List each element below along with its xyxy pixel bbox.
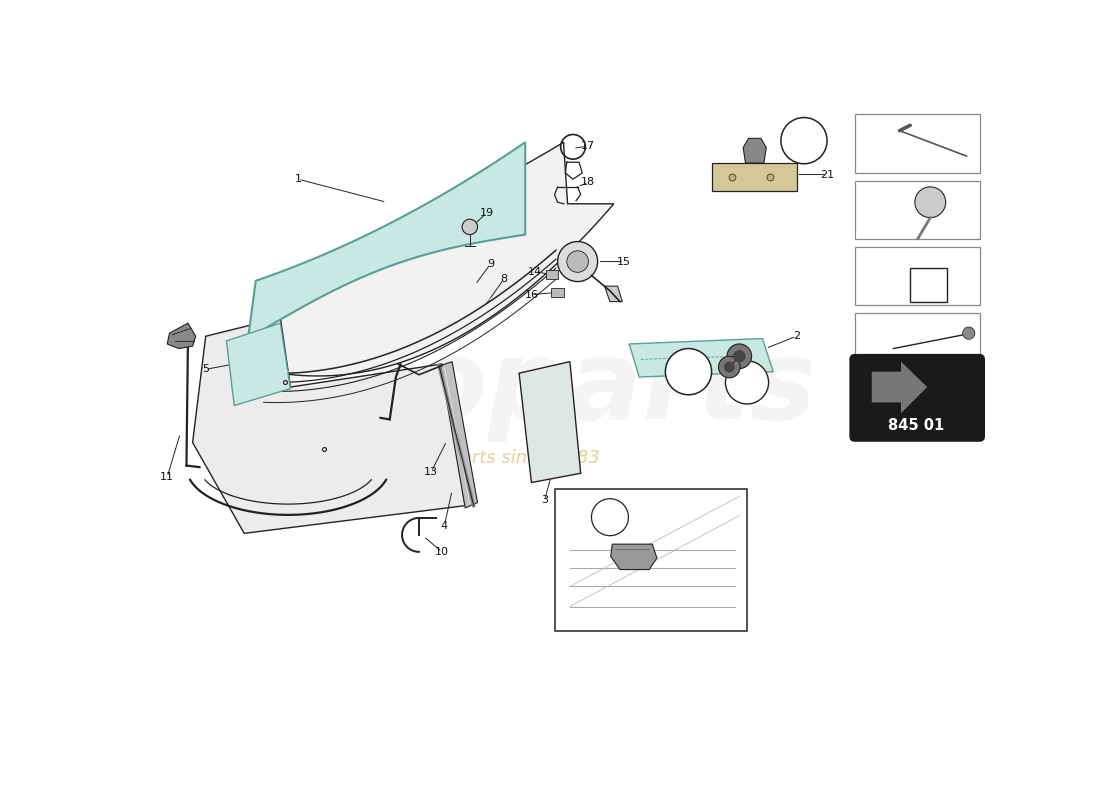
Circle shape bbox=[718, 356, 740, 378]
Text: 22: 22 bbox=[750, 349, 764, 359]
Polygon shape bbox=[519, 362, 581, 482]
Text: 1: 1 bbox=[295, 174, 301, 184]
FancyBboxPatch shape bbox=[713, 163, 798, 190]
Text: 14: 14 bbox=[527, 266, 541, 277]
Text: 23: 23 bbox=[864, 203, 882, 217]
Circle shape bbox=[734, 350, 746, 362]
Text: 4: 4 bbox=[441, 521, 448, 530]
Text: 845 01: 845 01 bbox=[889, 418, 945, 433]
Polygon shape bbox=[192, 318, 465, 534]
Polygon shape bbox=[871, 362, 927, 414]
Polygon shape bbox=[629, 338, 773, 377]
FancyBboxPatch shape bbox=[855, 114, 979, 173]
FancyBboxPatch shape bbox=[855, 247, 979, 306]
Text: 7: 7 bbox=[235, 370, 242, 380]
Text: 23: 23 bbox=[796, 134, 812, 147]
Polygon shape bbox=[605, 286, 623, 302]
Text: 17: 17 bbox=[581, 141, 595, 151]
Circle shape bbox=[915, 187, 946, 218]
Text: 12: 12 bbox=[603, 512, 617, 522]
Circle shape bbox=[566, 250, 588, 272]
Text: 2: 2 bbox=[793, 331, 800, 342]
Polygon shape bbox=[744, 138, 767, 163]
Circle shape bbox=[592, 498, 628, 536]
Text: 9: 9 bbox=[487, 259, 494, 269]
Text: 3: 3 bbox=[541, 495, 548, 506]
Circle shape bbox=[666, 349, 712, 394]
Polygon shape bbox=[440, 362, 477, 508]
Text: 5: 5 bbox=[202, 364, 209, 374]
Polygon shape bbox=[249, 142, 526, 338]
Circle shape bbox=[962, 327, 975, 339]
Circle shape bbox=[726, 361, 769, 404]
Polygon shape bbox=[227, 323, 290, 406]
Text: 8: 8 bbox=[500, 274, 507, 284]
Polygon shape bbox=[255, 142, 614, 376]
FancyBboxPatch shape bbox=[850, 354, 984, 441]
Polygon shape bbox=[610, 544, 657, 570]
FancyBboxPatch shape bbox=[855, 181, 979, 239]
Text: 12: 12 bbox=[864, 336, 882, 349]
FancyBboxPatch shape bbox=[551, 288, 563, 297]
Text: 11: 11 bbox=[161, 472, 174, 482]
Text: 10: 10 bbox=[436, 547, 449, 557]
FancyBboxPatch shape bbox=[911, 269, 947, 302]
Circle shape bbox=[727, 344, 751, 369]
Text: 20: 20 bbox=[864, 270, 882, 282]
Text: 24: 24 bbox=[864, 138, 882, 150]
Text: 20: 20 bbox=[681, 365, 696, 378]
Text: 16: 16 bbox=[525, 290, 538, 300]
Text: 15: 15 bbox=[617, 257, 630, 266]
FancyBboxPatch shape bbox=[855, 313, 979, 372]
Text: 18: 18 bbox=[581, 178, 595, 187]
Text: 24: 24 bbox=[739, 376, 755, 389]
Circle shape bbox=[558, 242, 597, 282]
Text: 6: 6 bbox=[582, 598, 588, 608]
Text: 13: 13 bbox=[425, 466, 438, 477]
Text: autoparts: autoparts bbox=[204, 335, 816, 442]
Text: a passion for parts since 1983: a passion for parts since 1983 bbox=[328, 449, 600, 467]
FancyBboxPatch shape bbox=[546, 270, 559, 279]
Circle shape bbox=[781, 118, 827, 164]
FancyBboxPatch shape bbox=[554, 489, 747, 631]
Circle shape bbox=[462, 219, 477, 234]
Text: 21: 21 bbox=[820, 170, 834, 179]
Circle shape bbox=[724, 362, 735, 373]
Polygon shape bbox=[167, 323, 196, 349]
Text: 19: 19 bbox=[480, 208, 494, 218]
